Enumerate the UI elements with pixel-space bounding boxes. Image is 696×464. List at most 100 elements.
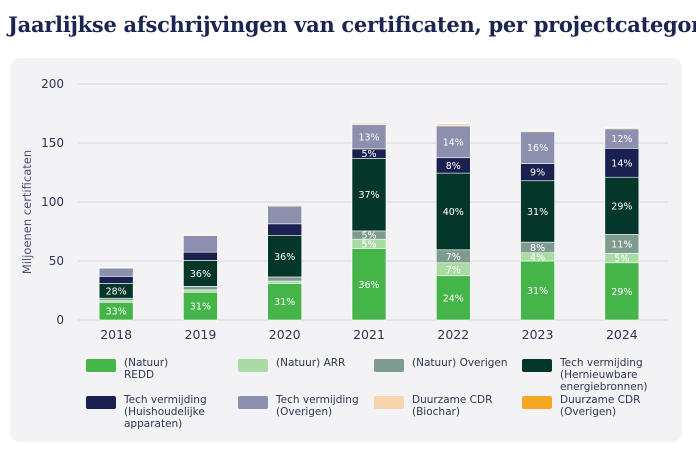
bar-segment: [183, 291, 218, 321]
bar-segment: [183, 260, 218, 287]
legend-label: Tech vermijding (Huishoudelijke apparate…: [124, 394, 207, 430]
x-tick-label: 2018: [100, 327, 132, 342]
legend-swatch: [86, 359, 116, 372]
data-label: 11%: [611, 239, 632, 250]
data-label: 5%: [614, 254, 629, 265]
legend-swatch: [374, 396, 404, 409]
y-tick-label: 0: [56, 313, 64, 327]
bar-segment: [98, 297, 134, 301]
legend-item: (Natuur) Overigen: [374, 357, 542, 372]
data-label: 24%: [443, 293, 464, 304]
bar-segment: [604, 148, 640, 178]
x-tick-label: 2022: [437, 327, 469, 342]
bar-segment: [435, 275, 471, 321]
data-label: 8%: [446, 161, 461, 172]
bar-segment: [98, 267, 134, 269]
bar-segment: [267, 276, 303, 282]
bar-segment: [435, 172, 471, 251]
legend-label: (Natuur) REDD: [124, 357, 169, 381]
bar-segment: [267, 223, 303, 236]
data-label: 29%: [611, 201, 632, 212]
legend-item: (Natuur) REDD: [86, 357, 254, 381]
bar-segment: [267, 204, 303, 207]
bar-segment: [435, 122, 471, 124]
x-tick-label: 2023: [522, 327, 554, 342]
data-label: 31%: [527, 286, 548, 297]
legend-label: Duurzame CDR (Overigen): [560, 394, 641, 418]
data-label: 14%: [611, 158, 632, 169]
legend-item: Tech vermijding (Overigen): [238, 394, 406, 418]
legend-swatch: [86, 396, 116, 409]
data-label: 37%: [358, 190, 379, 201]
chart-legend: (Natuur) REDD (Natuur) ARR (Natuur) Overig…: [86, 357, 686, 437]
data-label: 7%: [446, 265, 461, 276]
data-label: 7%: [446, 252, 461, 263]
chart-title: Jaarlijkse afschrijvingen van certificat…: [8, 12, 696, 37]
legend-label: (Natuur) Overigen: [412, 357, 508, 369]
legend-item: Duurzame CDR (Biochar): [374, 394, 542, 418]
bar-segment: [267, 205, 303, 225]
x-tick-label: 2021: [353, 327, 385, 342]
bar-segment: [183, 289, 218, 293]
bar-segment: [267, 283, 303, 321]
bar-segment: [604, 127, 640, 130]
bar-segment: [267, 280, 303, 284]
data-label: 5%: [361, 149, 376, 160]
legend-swatch: [522, 396, 552, 409]
legend-label: Tech vermijding (Overigen): [276, 394, 359, 418]
data-label: 36%: [358, 280, 379, 291]
data-label: 12%: [611, 134, 632, 145]
data-label: 13%: [358, 132, 379, 143]
data-label: 4%: [530, 252, 545, 263]
data-label: 5%: [361, 231, 376, 242]
bar-segment: [351, 124, 387, 150]
y-tick-label: 200: [41, 77, 64, 91]
y-tick-label: 100: [41, 195, 64, 209]
bar-segment: [351, 158, 387, 232]
x-tick-label: 2019: [185, 327, 217, 342]
legend-swatch: [238, 396, 268, 409]
bar-segment: [183, 234, 218, 236]
bar-segment: [183, 286, 218, 291]
data-label: 31%: [190, 302, 211, 313]
bar-segment: [98, 267, 134, 277]
data-label: 9%: [530, 168, 545, 179]
data-label: 16%: [527, 143, 548, 154]
data-label: 5%: [361, 239, 376, 250]
legend-swatch: [238, 359, 268, 372]
data-label: 31%: [527, 207, 548, 218]
data-label: 31%: [274, 297, 295, 308]
x-tick-label: 2024: [606, 327, 638, 342]
legend-item: (Natuur) ARR: [238, 357, 406, 372]
bar-segment: [435, 125, 471, 159]
data-label: 8%: [530, 243, 545, 254]
bar-segment: [183, 235, 218, 253]
y-tick-label: 150: [41, 136, 64, 150]
bar-segment: [98, 276, 134, 284]
bar-segment: [183, 251, 218, 261]
legend-label: Duurzame CDR (Biochar): [412, 394, 493, 418]
data-label: 33%: [106, 307, 127, 318]
legend-label: Tech vermijding (Hernieuwbare energiebro…: [560, 357, 648, 393]
legend-swatch: [374, 359, 404, 372]
legend-item: Tech vermijding (Huishoudelijke apparate…: [86, 394, 254, 430]
data-label: 36%: [274, 252, 295, 263]
legend-item: Duurzame CDR (Overigen): [522, 394, 690, 418]
data-label: 29%: [611, 287, 632, 298]
legend-item: Tech vermijding (Hernieuwbare energiebro…: [522, 357, 690, 393]
data-label: 40%: [443, 207, 464, 218]
y-tick-label: 50: [49, 254, 64, 268]
bar-segment: [520, 131, 555, 164]
bar-segment: [351, 248, 387, 321]
chart-panel: [10, 58, 682, 442]
data-label: 14%: [443, 137, 464, 148]
data-label: 36%: [190, 269, 211, 280]
bar-segment: [520, 130, 555, 133]
bar-segment: [267, 235, 303, 278]
data-label: 28%: [106, 286, 127, 297]
bar-segment: [351, 122, 387, 126]
bar-segment: [435, 123, 471, 127]
legend-swatch: [522, 359, 552, 372]
x-tick-label: 2020: [269, 327, 301, 342]
